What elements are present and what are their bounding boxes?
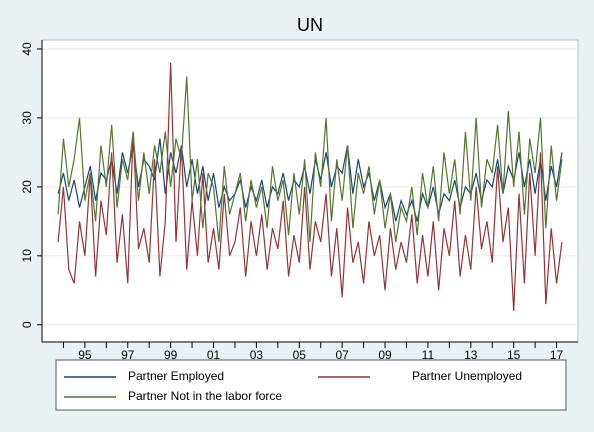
series-line (57, 76, 563, 243)
x-tick-label: 95 (78, 348, 92, 362)
x-tick-label: 03 (250, 348, 264, 362)
y-tick-label: 20 (20, 180, 34, 194)
y-tick-label: 40 (20, 42, 34, 56)
x-tick-label: 05 (293, 348, 307, 362)
legend-label: Partner Employed (128, 369, 224, 383)
y-tick-label: 30 (20, 111, 34, 125)
chart-title: UN (297, 15, 323, 35)
legend (55, 359, 567, 411)
x-tick-label: 13 (464, 348, 478, 362)
y-tick-label: 0 (20, 321, 34, 328)
legend-label: Partner Unemployed (412, 369, 522, 383)
x-tick-label: 97 (121, 348, 135, 362)
x-tick-label: 99 (164, 348, 178, 362)
y-tick-label: 10 (20, 249, 34, 263)
x-tick-label: 17 (550, 348, 564, 362)
x-tick-label: 09 (378, 348, 392, 362)
legend-label: Partner Not in the labor force (128, 389, 282, 403)
x-tick-label: 15 (507, 348, 521, 362)
x-tick-label: 07 (335, 348, 349, 362)
series-line (57, 62, 563, 312)
x-tick-label: 01 (207, 348, 221, 362)
x-tick-label: 11 (422, 348, 435, 362)
